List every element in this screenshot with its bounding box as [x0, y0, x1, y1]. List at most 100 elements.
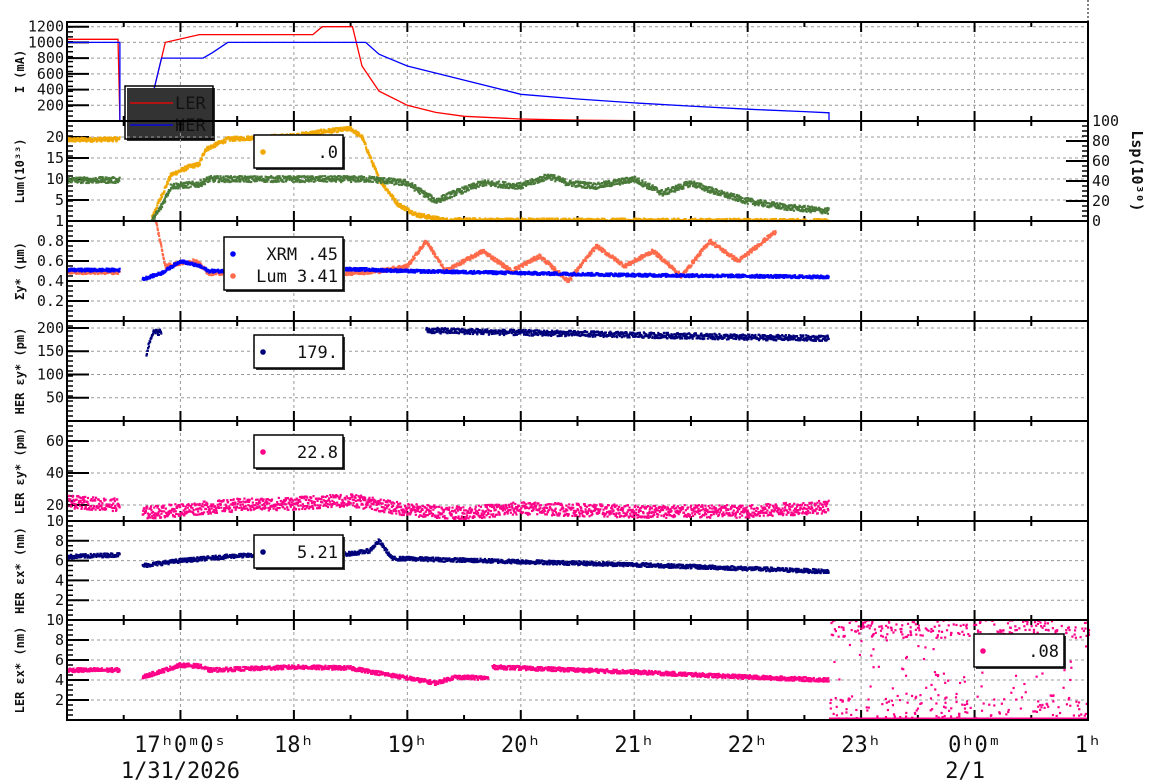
data-point [743, 200, 746, 203]
data-point [702, 188, 705, 191]
data-point [319, 132, 322, 136]
data-point [387, 179, 390, 182]
data-point [78, 180, 81, 183]
panel-frame [66, 21, 1089, 122]
data-point [454, 191, 457, 194]
data-point [527, 218, 530, 222]
data-point [174, 170, 178, 173]
data-point [545, 174, 548, 177]
data-point [427, 213, 430, 217]
data-point [196, 185, 199, 188]
data-point [577, 268, 580, 272]
data-point [568, 183, 571, 186]
data-point [755, 200, 758, 203]
data-point [256, 175, 259, 178]
data-point [627, 179, 630, 183]
data-point [399, 179, 402, 182]
data-point [748, 218, 752, 221]
data-point [703, 189, 706, 192]
data-point [113, 176, 116, 180]
data-point [366, 149, 370, 152]
data-point [184, 169, 188, 172]
data-point [333, 177, 336, 181]
data-point [212, 177, 216, 180]
data-point [673, 188, 676, 191]
data-point [382, 180, 385, 184]
data-point [192, 166, 195, 169]
data-point [797, 206, 800, 209]
data-point [386, 180, 389, 183]
data-point [95, 178, 98, 181]
data-point [372, 162, 375, 165]
data-point [104, 139, 107, 142]
data-point [163, 190, 166, 193]
data-point [644, 181, 647, 184]
data-point [330, 180, 333, 183]
data-point [474, 187, 477, 190]
data-point [317, 175, 320, 178]
data-point [711, 190, 714, 193]
data-point [606, 181, 610, 184]
data-point [297, 176, 300, 179]
data-point [578, 184, 581, 187]
data-point [701, 184, 704, 187]
data-point [233, 135, 236, 138]
data-point [661, 192, 664, 195]
data-point [296, 180, 299, 183]
data-point [411, 182, 414, 185]
data-point [574, 185, 577, 188]
data-point [791, 208, 794, 211]
data-point [400, 183, 403, 186]
data-point [603, 185, 606, 188]
data-point [563, 181, 566, 184]
data-point [590, 218, 594, 221]
data-point [647, 187, 650, 191]
data-point [576, 185, 579, 188]
data-point [508, 217, 511, 220]
data-point [383, 182, 386, 185]
data-point [205, 176, 209, 179]
data-point [636, 179, 639, 182]
data-point [291, 178, 294, 182]
data-point [78, 137, 81, 140]
data-point [635, 181, 638, 184]
data-point [570, 277, 573, 281]
data-point [395, 203, 398, 206]
data-point [158, 199, 161, 203]
data-point [203, 152, 206, 155]
data-point [673, 267, 676, 271]
data-point [593, 187, 596, 190]
data-point [308, 180, 311, 183]
data-point [404, 206, 407, 209]
data-point [617, 182, 620, 185]
data-point [530, 178, 534, 181]
data-point [540, 177, 544, 180]
data-point [553, 174, 556, 177]
data-point [626, 181, 630, 184]
data-point [706, 218, 709, 221]
data-point [213, 143, 216, 146]
data-point [425, 217, 428, 220]
data-point [217, 142, 220, 145]
data-point [710, 186, 713, 189]
data-point [472, 217, 475, 220]
data-point [180, 182, 183, 185]
data-point [204, 180, 207, 183]
data-point [429, 198, 433, 201]
data-point [782, 206, 785, 209]
data-point [395, 201, 398, 205]
data-point [358, 175, 362, 178]
data-point [731, 194, 735, 197]
data-point [530, 183, 533, 186]
data-point [176, 171, 180, 174]
data-point [402, 205, 406, 208]
data-point [769, 202, 772, 205]
data-point [675, 188, 678, 191]
data-point [539, 176, 542, 179]
data-point [707, 189, 711, 192]
data-point [183, 168, 186, 171]
data-point [548, 176, 552, 179]
data-point [683, 183, 687, 187]
data-point [110, 136, 113, 140]
data-point [318, 176, 321, 179]
